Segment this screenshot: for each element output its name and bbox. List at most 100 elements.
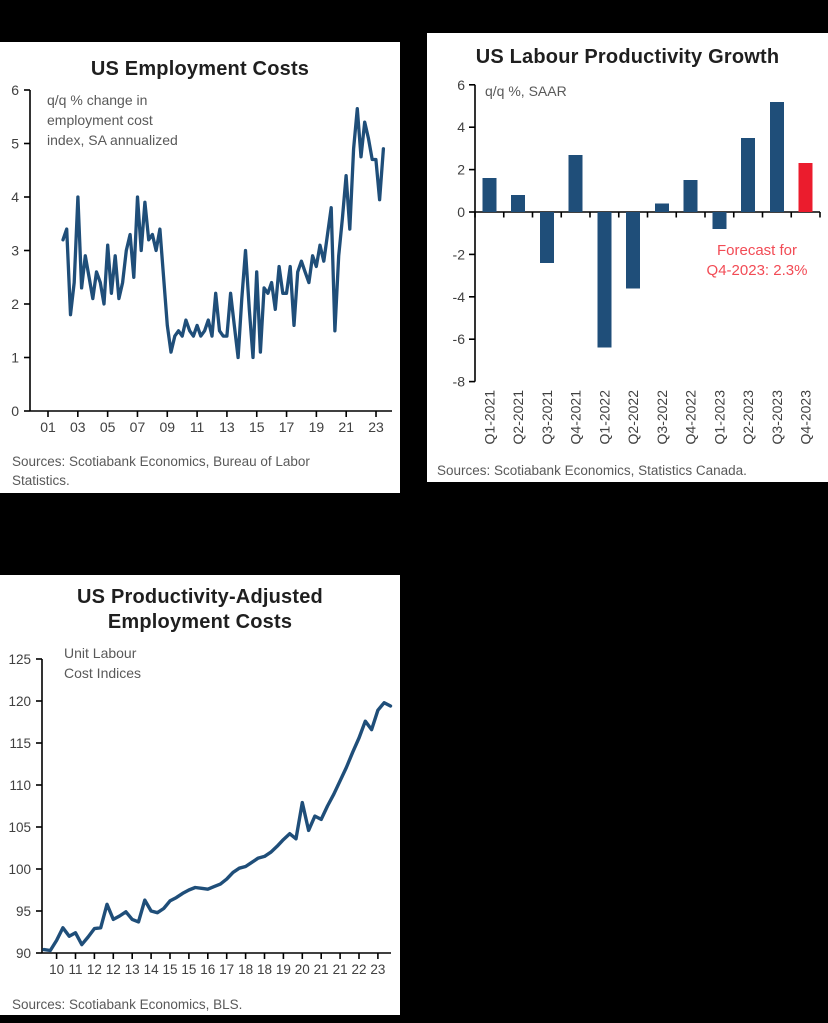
x-tick-label: 03 <box>70 419 86 435</box>
x-tick-label: 17 <box>219 962 234 977</box>
bar-Q3-2021 <box>539 212 554 263</box>
axes <box>24 89 392 417</box>
y-tick-label: 100 <box>8 862 31 877</box>
x-tick-label: 11 <box>190 419 205 435</box>
x-tick-label: 12 <box>87 962 102 977</box>
bars <box>482 101 813 348</box>
x-tick-label: Q4-2023 <box>798 390 814 445</box>
x-tick-label: Q2-2022 <box>625 390 641 445</box>
bar-Q4-2023 <box>798 163 813 212</box>
source-note: Sources: Scotiabank Economics, BLS. <box>12 997 243 1012</box>
x-tick-label: 23 <box>368 419 384 435</box>
chart-title: US Employment Costs <box>90 58 310 80</box>
y-tick-label: 115 <box>9 736 31 751</box>
x-tick-label: 21 <box>314 962 329 977</box>
x-tick-label: 21 <box>338 419 354 435</box>
x-tick-label: Q4-2021 <box>568 390 584 445</box>
x-tick-label: 21 <box>333 962 348 977</box>
x-tick-label: 01 <box>40 419 56 435</box>
bar-Q2-2021 <box>511 195 526 212</box>
x-tick-label: 14 <box>144 962 160 977</box>
y-tick-label: 0 <box>11 403 19 419</box>
y-tick-label: 2 <box>11 296 19 312</box>
axis-annotation: Unit Labour Cost Indices <box>64 645 142 681</box>
x-tick-label: 19 <box>309 419 325 435</box>
y-tick-label: 3 <box>11 243 19 259</box>
y-tick-label: 4 <box>11 189 19 205</box>
x-tick-label: 11 <box>68 962 82 977</box>
x-tick-label: Q3-2023 <box>769 390 785 445</box>
x-tick-label: 23 <box>370 962 385 977</box>
axis-annotation: q/q %, SAAR <box>485 83 567 99</box>
x-tick-label: Q2-2021 <box>510 390 526 445</box>
y-tick-label: 90 <box>16 946 31 961</box>
y-tick-label: 6 <box>457 77 465 93</box>
bar-Q1-2021 <box>482 178 497 212</box>
y-tick-label: 120 <box>8 694 31 709</box>
x-tick-label: 19 <box>276 962 291 977</box>
y-tick-label: 2 <box>457 162 465 178</box>
y-tick-label: 6 <box>11 82 19 98</box>
x-tick-label: 09 <box>159 419 175 435</box>
x-tick-label: 15 <box>162 962 177 977</box>
x-tick-label: Q3-2021 <box>539 390 555 445</box>
chart-title: US Productivity-Adjusted Employment Cost… <box>77 586 323 633</box>
y-tick-label: 110 <box>9 778 31 793</box>
bar-Q2-2022 <box>626 212 641 289</box>
x-tick-label: Q1-2023 <box>711 390 727 445</box>
tick-labels: 6 4 2 0 -2 -4 -6 -8 Q1-2021 Q2-2021 Q3-2021 Q4-2021… <box>453 77 814 445</box>
x-tick-label: 13 <box>125 962 140 977</box>
x-tick-label: 10 <box>49 962 64 977</box>
y-tick-label: 1 <box>11 350 19 366</box>
data-line <box>61 107 386 360</box>
x-tick-label: 15 <box>249 419 265 435</box>
axis-annotation: q/q % change in employment cost index, S… <box>47 92 178 148</box>
y-tick-label: 0 <box>457 204 465 220</box>
x-tick-label: 05 <box>100 419 116 435</box>
y-tick-label: -8 <box>453 374 466 390</box>
x-tick-label: 20 <box>295 962 310 977</box>
bar-Q4-2021 <box>568 154 583 212</box>
x-tick-label: Q4-2022 <box>683 390 699 445</box>
bar-Q3-2022 <box>654 203 669 212</box>
x-tick-label: 16 <box>200 962 215 977</box>
y-tick-label: 105 <box>8 820 31 835</box>
x-tick-label: Q3-2022 <box>654 390 670 445</box>
y-tick-label: -4 <box>453 289 466 305</box>
bar-Q3-2023 <box>769 101 784 212</box>
data-line <box>42 700 393 953</box>
bar-Q1-2023 <box>712 212 727 229</box>
y-tick-label: 125 <box>8 652 31 667</box>
x-tick-label: Q2-2023 <box>740 390 756 445</box>
x-tick-label: 18 <box>238 962 253 977</box>
x-tick-label: 18 <box>257 962 272 977</box>
x-tick-label: 07 <box>130 419 146 435</box>
y-tick-label: -6 <box>453 331 466 347</box>
y-tick-label: 5 <box>11 136 19 152</box>
x-tick-label: 12 <box>106 962 121 977</box>
axes <box>469 83 821 383</box>
x-tick-label: 22 <box>351 962 366 977</box>
source-note: Sources: Scotiabank Economics, Statistic… <box>437 463 747 478</box>
bar-Q1-2022 <box>597 212 612 348</box>
x-tick-label: 15 <box>181 962 196 977</box>
x-tick-label: Q1-2021 <box>481 390 497 445</box>
forecast-annotation: Forecast for Q4-2023: 2.3% <box>706 242 808 279</box>
bar-Q4-2022 <box>683 180 698 212</box>
chart-title: US Labour Productivity Growth <box>475 46 780 68</box>
us-labour-productivity-growth-chart: US Labour Productivity Growth 6 4 2 0 -2 -4 -6… <box>427 33 828 482</box>
x-tick-label: 13 <box>219 419 235 435</box>
y-tick-label: 4 <box>457 119 465 135</box>
x-tick-label: 17 <box>279 419 295 435</box>
labour-productivity-plot: 6 4 2 0 -2 -4 -6 -8 Q1-2021 Q2-2021 Q3-2021 Q4-2021… <box>453 77 821 445</box>
y-tick-label: -2 <box>453 246 466 262</box>
source-note: Sources: Scotiabank Economics, Bureau of… <box>12 454 310 488</box>
us-employment-costs-chart: US Employment Costs 0 1 2 3 4 5 6 01 03 05 07 09 11 1… <box>0 42 400 493</box>
x-tick-label: Q1-2022 <box>596 390 612 445</box>
us-productivity-adjusted-employment-costs-chart: US Productivity-Adjusted Employment Cost… <box>0 575 400 1015</box>
axes <box>36 658 391 959</box>
